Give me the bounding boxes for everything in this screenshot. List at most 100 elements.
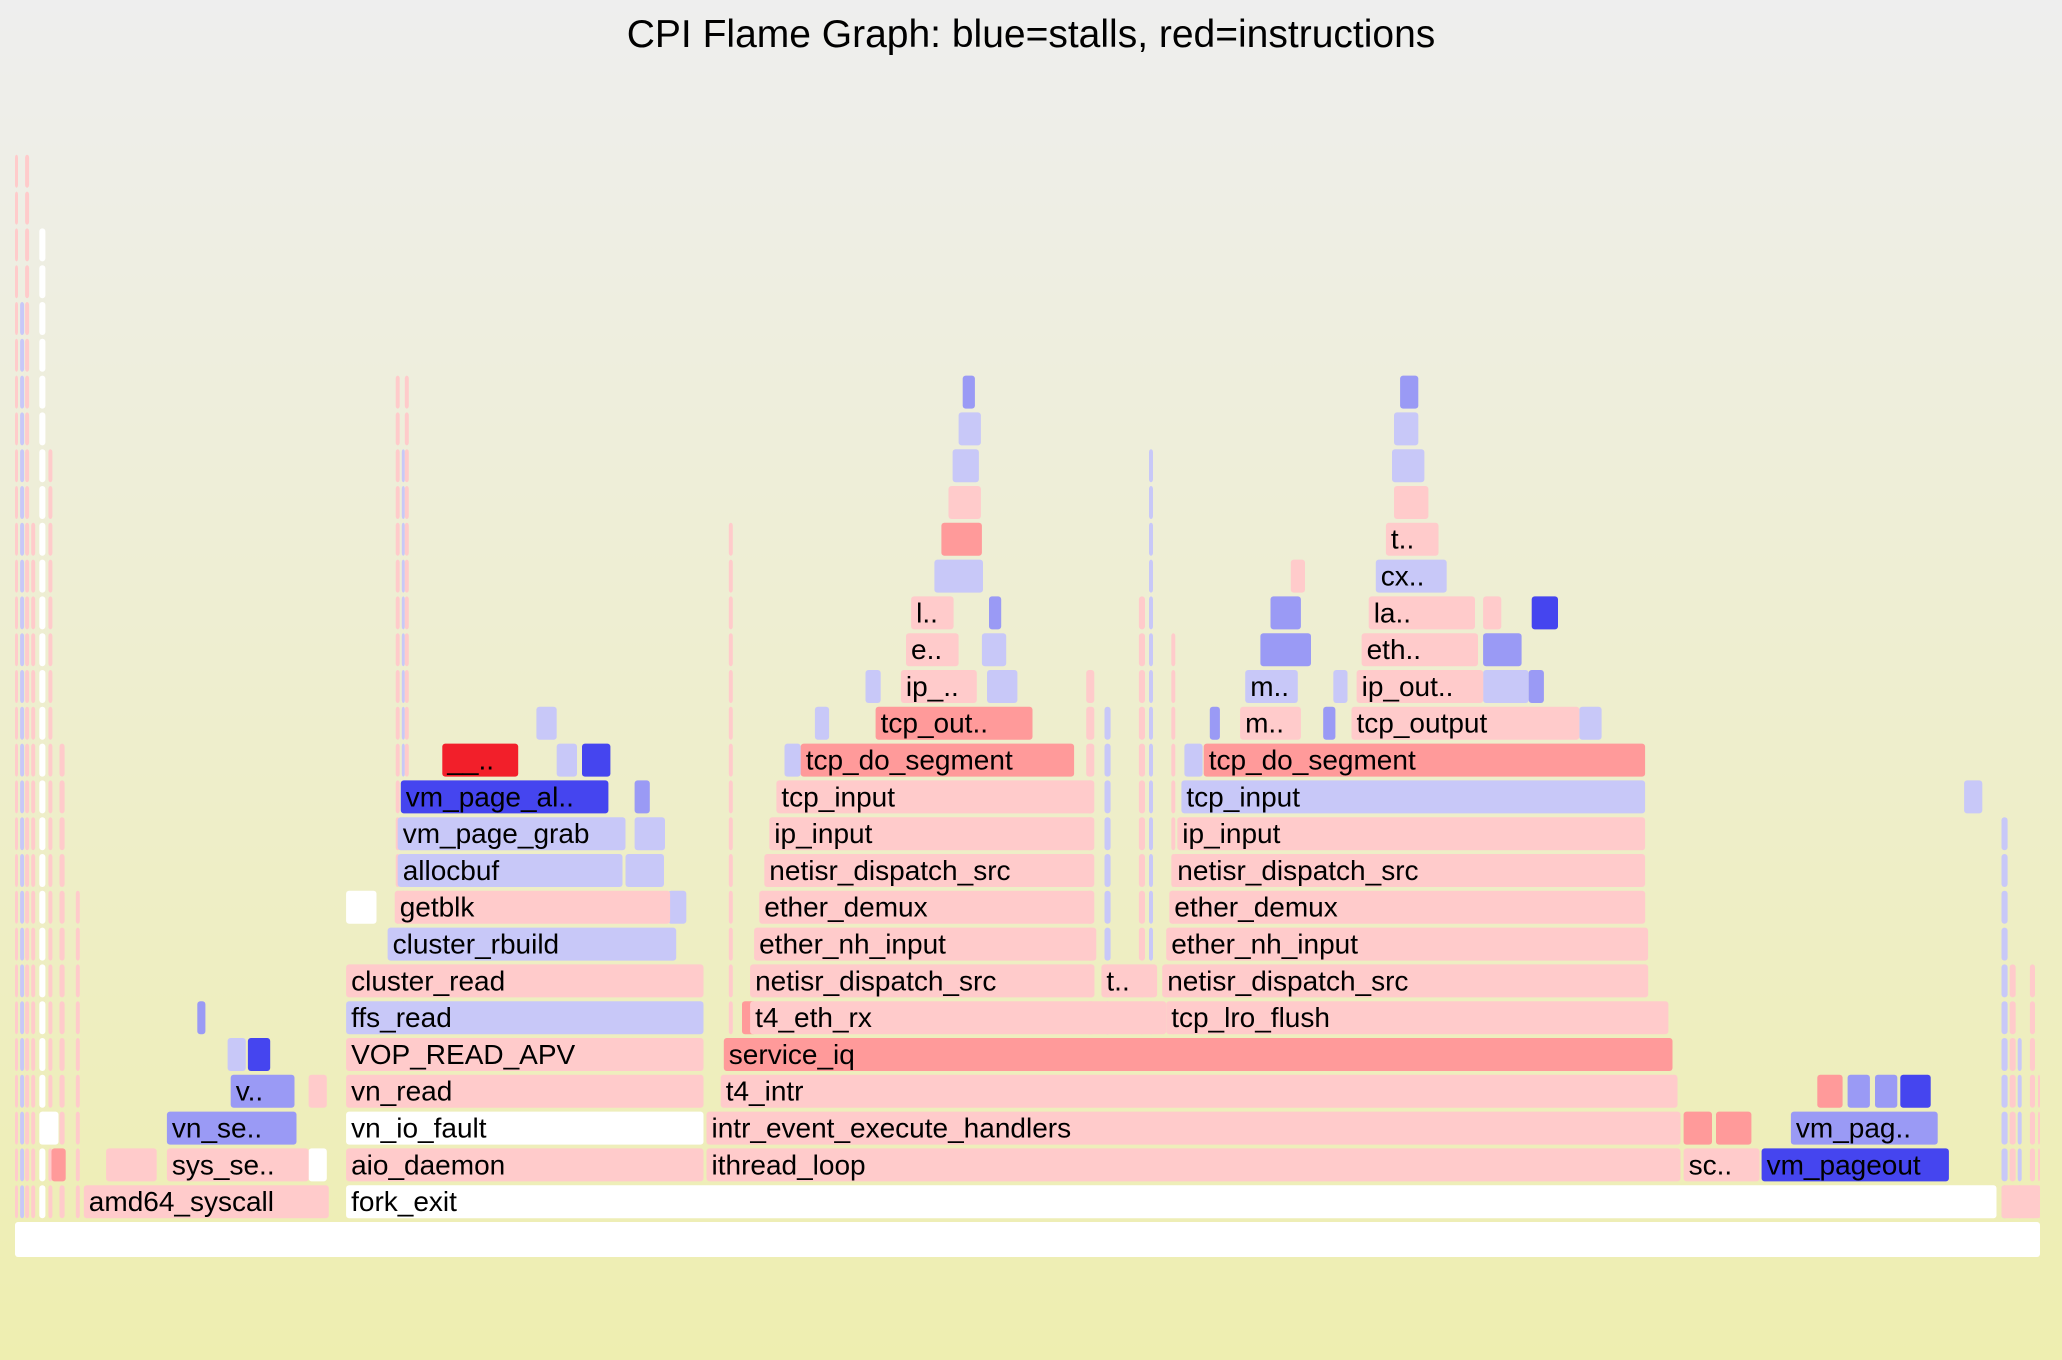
flame-sliver[interactable]: [59, 854, 65, 887]
flame-sliver[interactable]: [728, 743, 733, 777]
flame-sliver[interactable]: [15, 338, 18, 372]
flame-sliver[interactable]: [25, 191, 30, 225]
flame-sliver[interactable]: [1290, 559, 1305, 593]
flame-sliver[interactable]: [25, 1001, 30, 1035]
flame-sliver[interactable]: [15, 1001, 18, 1035]
flame-frame[interactable]: [1900, 1074, 1931, 1108]
flame-sliver[interactable]: [395, 670, 400, 703]
flame-sliver[interactable]: [728, 964, 733, 998]
flame-sliver[interactable]: [39, 559, 46, 593]
flame-frame[interactable]: [1172, 854, 1646, 887]
flame-sliver[interactable]: [1138, 817, 1145, 851]
flame-sliver[interactable]: [15, 596, 18, 630]
flame-sliver[interactable]: [404, 670, 409, 703]
flame-sliver[interactable]: [197, 1001, 206, 1035]
flame-sliver[interactable]: [25, 302, 30, 335]
flame-frame[interactable]: [1385, 522, 1439, 556]
flame-sliver[interactable]: [25, 265, 30, 299]
flame-frame[interactable]: [346, 1074, 704, 1108]
flame-sliver[interactable]: [1483, 670, 1529, 703]
flame-sliver[interactable]: [39, 1148, 46, 1182]
flame-sliver[interactable]: [25, 1185, 30, 1219]
flame-frame[interactable]: [1683, 1111, 1712, 1145]
flame-sliver[interactable]: [634, 817, 665, 851]
flame-frame[interactable]: [706, 1148, 1681, 1182]
flame-sliver[interactable]: [20, 559, 25, 593]
flame-frame[interactable]: [1166, 1001, 1669, 1035]
flame-sliver[interactable]: [31, 1111, 36, 1145]
flame-sliver[interactable]: [395, 449, 400, 483]
flame-sliver[interactable]: [39, 1001, 46, 1035]
flame-frame[interactable]: [1361, 633, 1478, 667]
flame-sliver[interactable]: [1104, 927, 1111, 961]
flame-sliver[interactable]: [1104, 743, 1111, 777]
flame-sliver[interactable]: [39, 375, 46, 409]
flame-sliver[interactable]: [48, 743, 53, 777]
flame-sliver[interactable]: [48, 522, 53, 556]
flame-sliver[interactable]: [1149, 743, 1153, 777]
flame-sliver[interactable]: [728, 633, 733, 667]
flame-sliver[interactable]: [48, 449, 53, 483]
flame-sliver[interactable]: [20, 964, 25, 998]
flame-sliver[interactable]: [2029, 1001, 2035, 1035]
flame-sliver[interactable]: [625, 854, 665, 887]
flame-sliver[interactable]: [2017, 1111, 2022, 1145]
flame-sliver[interactable]: [1394, 412, 1419, 446]
flame-sliver[interactable]: [15, 449, 18, 483]
flame-sliver[interactable]: [634, 780, 650, 814]
flame-sliver[interactable]: [39, 265, 46, 299]
flame-frame[interactable]: [346, 1111, 704, 1145]
flame-sliver[interactable]: [2029, 964, 2035, 998]
flame-sliver[interactable]: [404, 412, 409, 446]
flame-sliver[interactable]: [15, 1074, 18, 1108]
flame-sliver[interactable]: [1483, 633, 1522, 667]
flame-sliver[interactable]: [59, 1185, 65, 1219]
flame-sliver[interactable]: [31, 1074, 36, 1108]
flame-sliver[interactable]: [2038, 1111, 2040, 1145]
flame-sliver[interactable]: [401, 559, 405, 593]
flame-frame[interactable]: [764, 854, 1094, 887]
flame-sliver[interactable]: [25, 449, 30, 483]
flame-sliver[interactable]: [395, 633, 400, 667]
flame-sliver[interactable]: [668, 890, 687, 924]
flame-sliver[interactable]: [31, 633, 36, 667]
flame-sliver[interactable]: [395, 412, 400, 446]
flame-sliver[interactable]: [48, 854, 53, 887]
flame-sliver[interactable]: [48, 1148, 53, 1182]
flame-sliver[interactable]: [2001, 1148, 2008, 1182]
flame-sliver[interactable]: [2029, 1074, 2035, 1108]
flame-sliver[interactable]: [25, 596, 30, 630]
flame-sliver[interactable]: [404, 449, 409, 483]
flame-frame[interactable]: [1817, 1074, 1843, 1108]
flame-sliver[interactable]: [39, 1038, 46, 1071]
flame-sliver[interactable]: [20, 338, 25, 372]
flame-sliver[interactable]: [865, 670, 881, 703]
flame-frame[interactable]: [1169, 890, 1646, 924]
flame-sliver[interactable]: [31, 1038, 36, 1071]
flame-sliver[interactable]: [75, 964, 80, 998]
flame-sliver[interactable]: [20, 1038, 25, 1071]
flame-frame[interactable]: [723, 1038, 1673, 1071]
flame-sliver[interactable]: [404, 743, 409, 777]
flame-sliver[interactable]: [15, 559, 18, 593]
flame-sliver[interactable]: [934, 559, 983, 593]
flame-sliver[interactable]: [20, 449, 25, 483]
flame-sliver[interactable]: [952, 449, 979, 483]
flame-sliver[interactable]: [25, 927, 30, 961]
flame-sliver[interactable]: [2029, 1038, 2035, 1071]
flame-sliver[interactable]: [2009, 1038, 2016, 1071]
flame-sliver[interactable]: [1528, 670, 1544, 703]
flame-sliver[interactable]: [39, 522, 46, 556]
flame-sliver[interactable]: [401, 449, 405, 483]
flame-frame[interactable]: [1166, 927, 1649, 961]
flame-frame[interactable]: [1162, 964, 1649, 998]
flame-root[interactable]: [15, 1222, 2040, 1257]
flame-sliver[interactable]: [39, 780, 46, 814]
flame-sliver[interactable]: [59, 780, 65, 814]
flame-frame[interactable]: [759, 890, 1094, 924]
flame-sliver[interactable]: [20, 1185, 25, 1219]
flame-sliver[interactable]: [1138, 854, 1145, 887]
flame-frame[interactable]: [750, 1001, 1167, 1035]
flame-sliver[interactable]: [31, 1185, 36, 1219]
flame-sliver[interactable]: [39, 228, 46, 262]
